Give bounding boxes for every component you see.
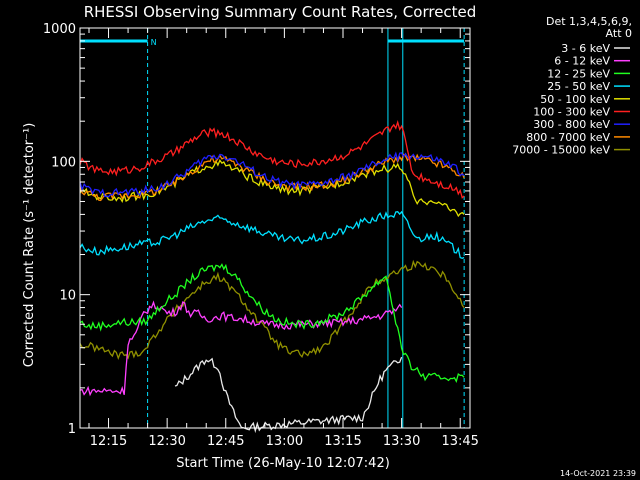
axes: 1 10 100 1000 12:15 12:30 12:45 13:00 13:15 13:30… <box>43 22 479 449</box>
legend-label-1: 6 - 12 keV <box>554 55 610 68</box>
legend-label-2: 12 - 25 keV <box>547 67 610 80</box>
y-tick-label-3: 1000 <box>43 22 76 37</box>
series-line-6 <box>79 151 465 198</box>
legend-label-0: 3 - 6 keV <box>561 42 610 55</box>
x-tick-label-4: 13:15 <box>324 434 361 449</box>
x-tick-label-5: 13:30 <box>383 434 420 449</box>
series-line-2 <box>79 263 465 384</box>
series-line-4 <box>79 158 465 218</box>
x-tick-label-1: 12:30 <box>148 434 185 449</box>
legend-label-8: 7000 - 15000 keV <box>512 144 610 157</box>
y-axis-label: Corrected Count Rate (s⁻¹ detector⁻¹) <box>22 123 37 368</box>
legend-label-7: 800 - 7000 keV <box>526 131 610 144</box>
y-tick-label-1: 10 <box>59 289 76 304</box>
x-tick-label-0: 12:15 <box>90 434 127 449</box>
footer-timestamp: 14-Oct-2021 23:39 <box>560 469 636 478</box>
night-marker-label: N <box>151 38 157 47</box>
series-line-8 <box>79 259 465 360</box>
legend-header-0: Det 1,3,4,5,6,9, <box>546 15 632 28</box>
series-line-0 <box>174 356 403 434</box>
x-tick-label-6: 13:45 <box>441 434 478 449</box>
y-tick-label-0: 1 <box>68 422 76 437</box>
series-line-1 <box>79 300 403 397</box>
x-tick-label-2: 12:45 <box>207 434 244 449</box>
legend-header-1: Att 0 <box>606 27 632 40</box>
legend-label-5: 100 - 300 keV <box>533 106 610 119</box>
series-line-7 <box>79 153 465 202</box>
series-line-3 <box>79 210 465 260</box>
x-tick-label-3: 13:00 <box>266 434 303 449</box>
chart-title: RHESSI Observing Summary Count Rates, Co… <box>84 3 477 21</box>
y-tick-label-2: 100 <box>51 155 76 170</box>
legend-label-3: 25 - 50 keV <box>547 80 610 93</box>
series-line-5 <box>79 120 465 199</box>
x-axis-label: Start Time (26-May-10 12:07:42) <box>176 456 390 471</box>
legend-label-4: 50 - 100 keV <box>540 93 610 106</box>
plot-frame <box>79 27 471 429</box>
legend-label-6: 300 - 800 keV <box>533 118 610 131</box>
